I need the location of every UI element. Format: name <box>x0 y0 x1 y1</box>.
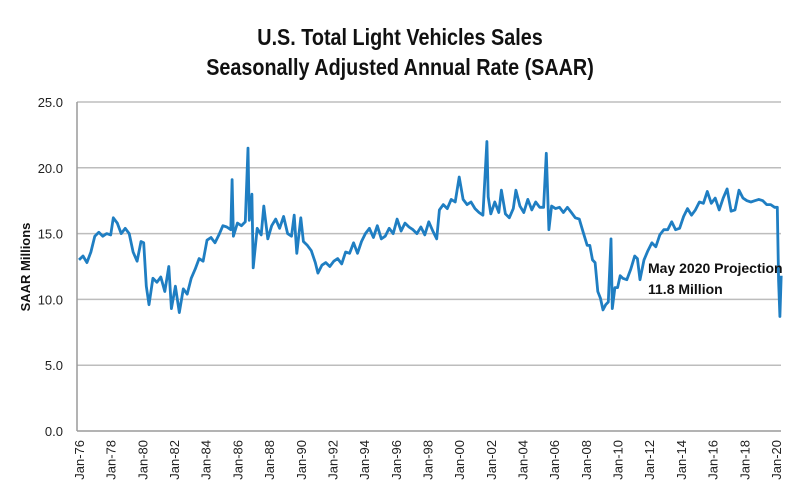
x-tick-label: Jan-14 <box>674 440 689 480</box>
x-tick-label: Jan-04 <box>516 440 531 480</box>
y-tick-label: 20.0 <box>38 161 63 176</box>
x-tick-label: Jan-10 <box>611 440 626 480</box>
x-tick-label: Jan-80 <box>135 440 150 480</box>
y-axis-label: SAAR Millions <box>18 223 33 312</box>
annotation-line-1: May 2020 Projection <box>648 260 783 276</box>
x-tick-label: Jan-16 <box>706 440 721 480</box>
y-tick-label: 15.0 <box>38 227 63 242</box>
x-tick-label: Jan-18 <box>737 440 752 480</box>
x-tick-label: Jan-98 <box>420 440 435 480</box>
x-tick-label: Jan-06 <box>547 440 562 480</box>
x-tick-label: Jan-96 <box>389 440 404 480</box>
x-tick-label: Jan-20 <box>769 440 784 480</box>
x-tick-label: Jan-00 <box>452 440 467 480</box>
x-tick-label: Jan-76 <box>72 440 87 480</box>
x-tick-label: Jan-92 <box>325 440 340 480</box>
y-tick-label: 0.0 <box>45 424 63 439</box>
x-tick-label: Jan-84 <box>199 440 214 480</box>
chart-subtitle: Seasonally Adjusted Annual Rate (SAAR) <box>206 54 594 80</box>
x-tick-label: Jan-88 <box>262 440 277 480</box>
y-tick-label: 10.0 <box>38 292 63 307</box>
x-tick-label: Jan-90 <box>294 440 309 480</box>
x-tick-label: Jan-86 <box>230 440 245 480</box>
x-tick-label: Jan-94 <box>357 440 372 480</box>
x-tick-label: Jan-82 <box>167 440 182 480</box>
y-tick-label: 5.0 <box>45 358 63 373</box>
sales-line <box>78 140 783 318</box>
x-tick-label: Jan-08 <box>579 440 594 480</box>
y-tick-label: 25.0 <box>38 95 63 110</box>
x-tick-label: Jan-12 <box>642 440 657 480</box>
chart-title: U.S. Total Light Vehicles Sales <box>257 24 543 50</box>
annotation-line-2: 11.8 Million <box>648 281 723 297</box>
x-tick-label: Jan-78 <box>104 440 119 480</box>
x-tick-label: Jan-02 <box>484 440 499 480</box>
